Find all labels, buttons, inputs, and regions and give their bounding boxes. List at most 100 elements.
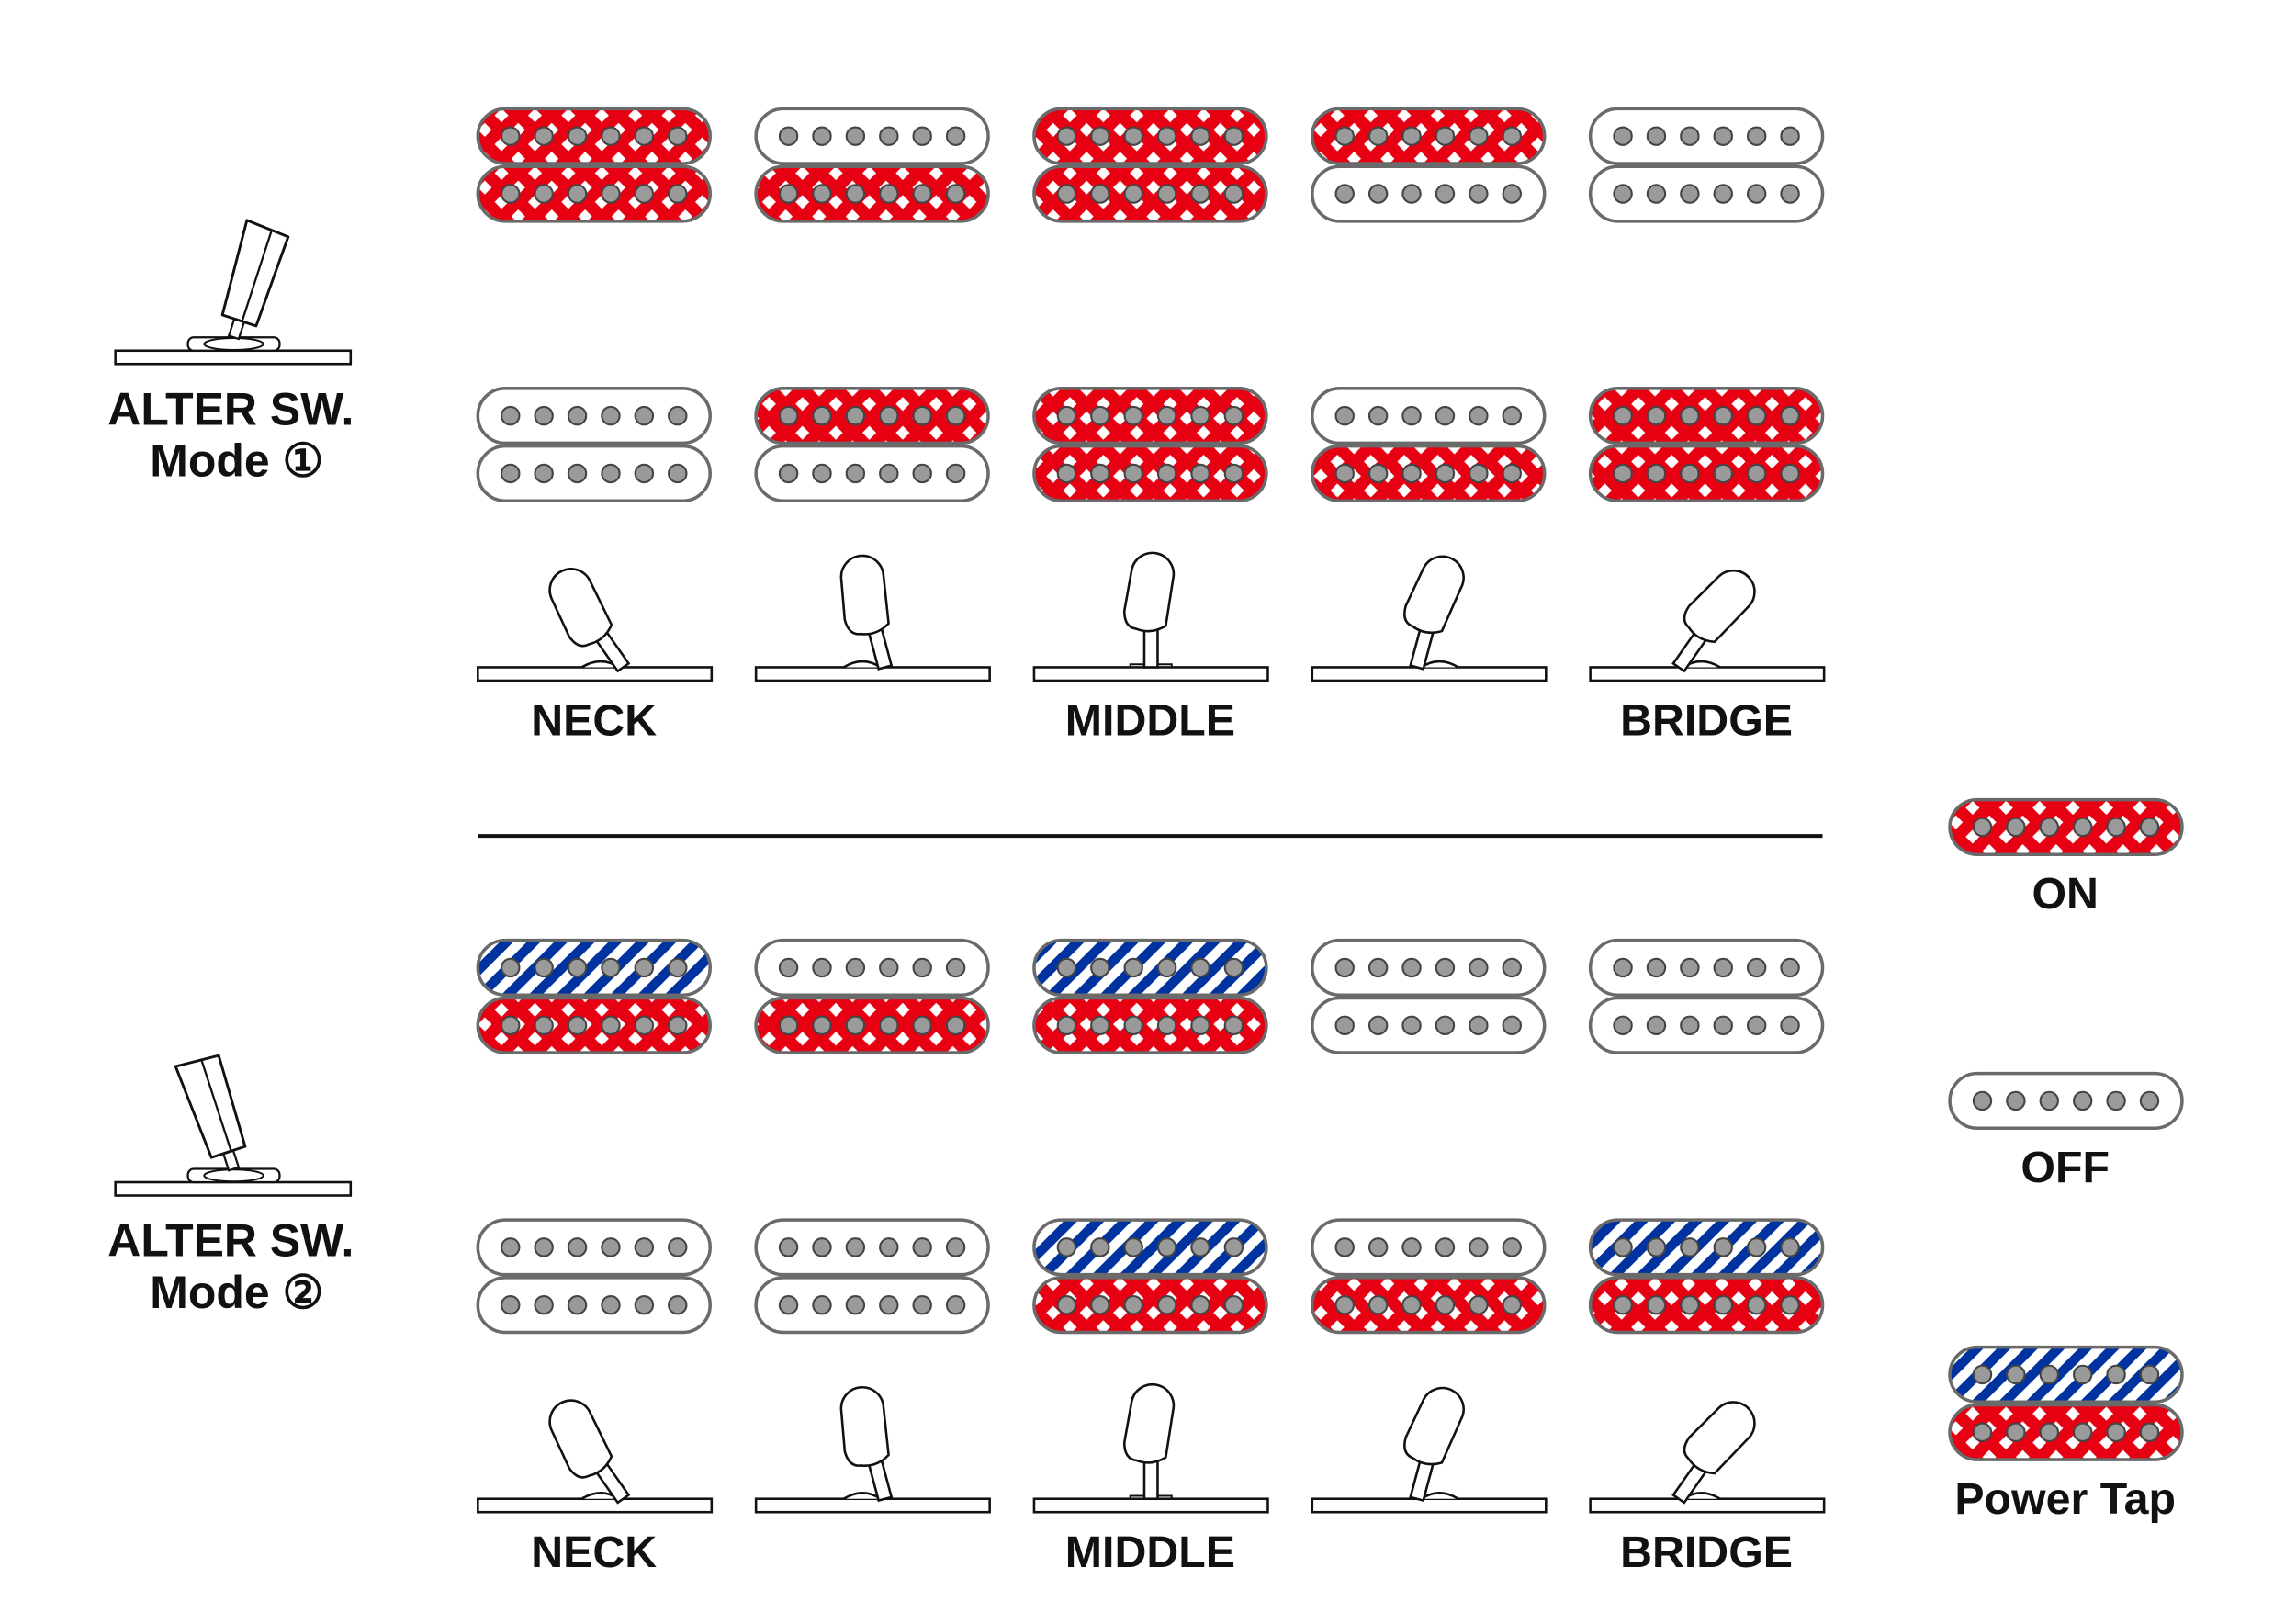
- humbucker-pickup: [1948, 1345, 2184, 1461]
- coil-body: [1311, 164, 1547, 223]
- pole-piece: [1334, 1237, 1355, 1257]
- pole-piece: [668, 1295, 688, 1315]
- pole-piece: [1746, 184, 1767, 204]
- pole-piece: [1780, 957, 1800, 978]
- pole-piece: [1090, 1295, 1110, 1315]
- pole-piece: [845, 1237, 866, 1257]
- pickup-coil-off: [476, 1218, 712, 1277]
- pole-piece: [601, 184, 621, 204]
- pole-piece: [879, 184, 899, 204]
- humbucker-pickup: [1311, 1218, 1547, 1335]
- pickup-coil-power-tap: [1948, 1345, 2184, 1404]
- selector-switch-icon: [1311, 555, 1548, 682]
- pole-piece: [2039, 1422, 2060, 1442]
- pole-piece: [501, 126, 521, 146]
- pole-piece: [1746, 1237, 1767, 1257]
- pickup-coil-power-tap: [476, 938, 712, 998]
- pole-piece: [1613, 463, 1633, 484]
- pickup-coil-off: [1588, 107, 1825, 165]
- humbucker-pickup: [1588, 107, 1825, 223]
- pickup-coil-off: [1588, 164, 1825, 223]
- alter-switch-label: ALTER SW.: [107, 383, 354, 434]
- coil-body: [754, 387, 990, 445]
- pole-piece: [879, 1295, 899, 1315]
- pole-piece: [2039, 817, 2060, 838]
- selector-switch-row: [477, 1382, 1826, 1514]
- pole-piece: [567, 957, 588, 978]
- pole-piece: [1713, 1237, 1733, 1257]
- pole-piece: [1190, 184, 1210, 204]
- pole-piece: [1090, 463, 1110, 484]
- selector-switch-icon: [754, 554, 991, 682]
- pole-piece: [1334, 957, 1355, 978]
- coil-body: [1588, 938, 1825, 998]
- pole-piece: [912, 184, 932, 204]
- pole-piece: [1469, 1237, 1489, 1257]
- pole-piece: [912, 1015, 932, 1035]
- alter-switch-mode-2: ALTER SW. Mode ②: [107, 1054, 354, 1318]
- selector-switch-icon: [1589, 569, 1826, 682]
- pole-piece: [1746, 1015, 1767, 1035]
- pole-piece: [1713, 405, 1733, 426]
- coil-body: [754, 1218, 990, 1277]
- pole-piece: [1090, 184, 1110, 204]
- position-label-bridge: BRIDGE: [1620, 1528, 1793, 1577]
- pole-piece: [1056, 126, 1077, 146]
- pole-piece: [1613, 405, 1633, 426]
- pole-piece: [1469, 957, 1489, 978]
- pole-piece: [912, 126, 932, 146]
- pickup-coil-power-tap: [1588, 1218, 1825, 1277]
- coil-body: [1032, 1276, 1268, 1335]
- pole-piece: [1435, 463, 1456, 484]
- pole-piece: [1190, 405, 1210, 426]
- pole-piece: [1090, 1015, 1110, 1035]
- pole-piece: [1469, 184, 1489, 204]
- humbucker-pickup: [1588, 387, 1825, 503]
- pole-piece: [1367, 1015, 1389, 1035]
- pickup-coil-on: [754, 996, 990, 1054]
- pole-piece: [1401, 1015, 1422, 1035]
- pole-piece: [1223, 1237, 1244, 1257]
- coil-body: [754, 938, 990, 998]
- pickup-coil-off: [1311, 996, 1547, 1054]
- pole-piece: [1435, 1237, 1456, 1257]
- pole-piece: [1367, 1237, 1389, 1257]
- pickup-coil-on: [476, 996, 712, 1054]
- selector-switch-icon: [477, 568, 714, 682]
- pole-piece: [1972, 817, 1993, 838]
- pole-piece: [2006, 817, 2026, 838]
- alter-switch-label: ALTER SW.: [107, 1215, 354, 1267]
- pole-piece: [1223, 405, 1244, 426]
- pole-piece: [1156, 957, 1177, 978]
- pickup-coil-off: [476, 1276, 712, 1335]
- pole-piece: [1646, 1015, 1667, 1035]
- pole-piece: [1469, 126, 1489, 146]
- pole-piece: [945, 1015, 966, 1035]
- pole-piece: [1680, 463, 1700, 484]
- pole-piece: [1056, 184, 1077, 204]
- pole-piece: [1502, 1237, 1522, 1257]
- pole-piece: [668, 1015, 688, 1035]
- pole-piece: [1435, 957, 1456, 978]
- pickup-row-1: [476, 938, 1825, 1054]
- pole-piece: [634, 126, 655, 146]
- pole-piece: [1156, 184, 1177, 204]
- pole-piece: [1646, 463, 1667, 484]
- pole-piece: [501, 405, 521, 426]
- pole-piece: [1123, 126, 1143, 146]
- legend-off-swatch: [1948, 1071, 2184, 1130]
- pickup-row-1: [476, 107, 1825, 223]
- coil-body: [1588, 164, 1825, 223]
- pole-piece: [879, 405, 899, 426]
- pole-piece: [1972, 1090, 1993, 1111]
- pole-piece: [1190, 1015, 1210, 1035]
- pole-piece: [1613, 1295, 1633, 1315]
- pole-piece: [1190, 463, 1210, 484]
- pole-piece: [2106, 1364, 2126, 1385]
- pole-piece: [1056, 1237, 1077, 1257]
- pole-piece: [1613, 1237, 1633, 1257]
- pole-piece: [1713, 126, 1733, 146]
- pole-piece: [601, 1295, 621, 1315]
- pole-piece: [567, 126, 588, 146]
- pole-piece: [1156, 1295, 1177, 1315]
